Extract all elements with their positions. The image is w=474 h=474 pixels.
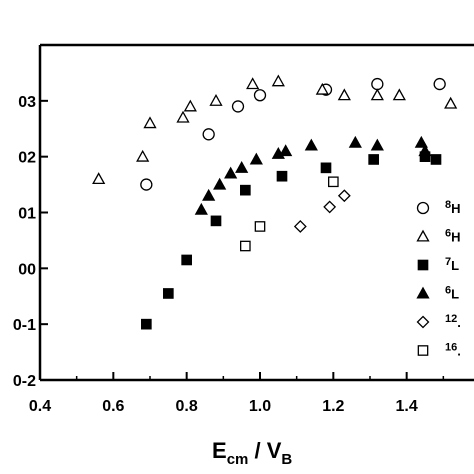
legend-item: 6L	[416, 285, 459, 302]
data-point	[271, 74, 285, 87]
data-point	[323, 200, 337, 214]
data-point	[224, 166, 238, 179]
data-point	[210, 215, 222, 227]
data-point	[194, 202, 208, 215]
legend-marker	[417, 259, 429, 271]
data-point	[92, 172, 106, 185]
data-point	[392, 88, 406, 101]
data-point	[279, 144, 293, 157]
series-2	[141, 151, 442, 330]
data-point	[293, 220, 307, 233]
data-point	[249, 152, 263, 165]
data-point	[141, 318, 152, 330]
x-tick-label: 0.4	[29, 398, 51, 415]
data-point	[368, 154, 379, 165]
x-tick-label: 0.6	[102, 398, 124, 415]
x-tick-label: 1.0	[249, 398, 271, 415]
legend-marker	[416, 229, 430, 242]
legend-item: 8H	[416, 199, 461, 216]
data-point	[370, 88, 384, 101]
legend-item: 6H	[416, 228, 461, 245]
data-point	[304, 138, 318, 151]
data-point	[209, 93, 223, 106]
data-point	[337, 88, 351, 101]
data-point	[254, 221, 266, 232]
legend-marker	[416, 315, 430, 329]
series-4	[293, 189, 351, 233]
data-point	[213, 177, 227, 190]
data-point	[430, 154, 442, 165]
data-point	[315, 82, 329, 95]
legend-label: 6L	[445, 285, 459, 302]
data-point	[328, 176, 339, 188]
data-point	[418, 144, 432, 157]
series-1	[92, 74, 458, 185]
data-point	[176, 110, 190, 123]
data-point	[140, 178, 153, 191]
data-point	[337, 189, 351, 203]
data-point	[370, 138, 384, 151]
data-point	[253, 89, 267, 102]
data-point	[240, 240, 251, 252]
data-point	[433, 77, 446, 91]
axis-ticks: 0.4 0.6 0.8 1.0 1.2 1.4 03 02 01 00 0-1 0-2	[13, 94, 445, 415]
data-point	[181, 254, 192, 266]
y-tick-label: 02	[18, 150, 36, 167]
legend-marker	[417, 345, 429, 356]
legend-item: 7L	[417, 256, 459, 273]
x-tick-label: 0.8	[176, 398, 198, 415]
y-tick-label: 00	[18, 261, 36, 278]
x-tick-label: 1.4	[396, 398, 418, 415]
data-points	[92, 74, 458, 330]
data-point	[136, 149, 150, 162]
legend-marker	[416, 286, 430, 299]
series-5	[240, 176, 339, 252]
legend-item: 12.	[416, 313, 461, 330]
legend-label: 16.	[445, 342, 461, 359]
legend-label: 12.	[445, 313, 461, 330]
y-tick-label: 0-1	[13, 317, 36, 334]
data-point	[444, 96, 458, 109]
legend-marker	[416, 201, 430, 215]
data-point	[414, 135, 428, 148]
series-0	[140, 77, 446, 191]
legend-label: 7L	[445, 256, 459, 273]
legend-item: 16.	[417, 342, 461, 359]
data-point	[246, 77, 260, 90]
legend-label: 8H	[445, 199, 461, 216]
y-tick-label: 03	[18, 94, 36, 111]
legend: 8H 6H 7L 6L 12. 16.	[416, 199, 461, 359]
data-point	[202, 128, 215, 141]
data-point	[276, 170, 288, 182]
x-axis-label: Ecm / VB	[212, 438, 292, 468]
data-point	[348, 135, 362, 148]
data-point	[371, 77, 384, 91]
data-point	[231, 100, 245, 113]
series-3	[194, 135, 432, 215]
data-point	[320, 162, 332, 174]
data-point	[143, 116, 157, 129]
data-point	[183, 99, 197, 112]
x-tick-label: 1.2	[322, 398, 344, 415]
y-tick-label: 0-2	[13, 373, 36, 390]
data-point	[235, 160, 249, 173]
data-point	[202, 188, 216, 201]
data-point	[163, 288, 174, 299]
y-tick-label: 01	[18, 206, 36, 223]
legend-label: 6H	[445, 228, 461, 245]
data-point	[240, 184, 251, 196]
